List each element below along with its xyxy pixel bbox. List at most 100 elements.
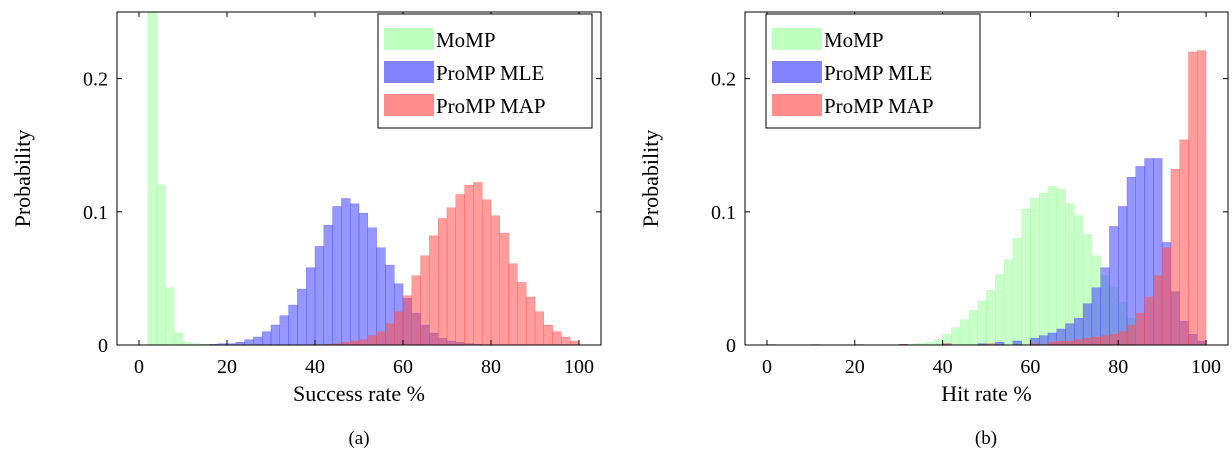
- x-tick-label: 0: [134, 356, 144, 378]
- bar-momp: [165, 287, 175, 345]
- bar-momp: [995, 274, 1005, 345]
- bar-momp: [959, 319, 970, 345]
- bar-promp-mle: [262, 331, 272, 345]
- bar-promp-map: [1074, 339, 1084, 345]
- bar-promp-mle: [1118, 206, 1128, 345]
- bar-promp-map: [1126, 324, 1136, 345]
- y-tick-label: 0.1: [83, 202, 108, 224]
- bar-promp-map: [1144, 296, 1154, 345]
- bar-promp-mle: [1100, 267, 1110, 345]
- bar-promp-map: [1161, 247, 1172, 345]
- bar-promp-mle: [279, 315, 289, 345]
- bar-momp: [147, 12, 157, 345]
- bar-promp-map: [1056, 340, 1066, 345]
- chart-b: 0 20 40 60 80 100 0 0.1 0.2 Hit rate % Probability…: [638, 11, 1229, 449]
- bar-promp-map: [358, 339, 369, 345]
- bar-promp-map: [394, 311, 404, 345]
- caption: (a): [348, 428, 369, 449]
- bar-promp-map: [402, 295, 413, 345]
- bar-promp-map: [534, 311, 545, 345]
- bar-promp-map: [420, 255, 430, 345]
- bar-promp-map: [455, 194, 465, 345]
- bar-promp-map: [526, 296, 536, 345]
- bar-promp-map: [1065, 340, 1075, 345]
- bar-promp-mle: [332, 206, 342, 345]
- legend-label-promp-map: ProMP MAP: [824, 94, 934, 118]
- x-tick-label: 20: [845, 356, 865, 378]
- x-tick-label: 40: [933, 356, 953, 378]
- bars: [766, 50, 1207, 345]
- bar-promp-mle: [297, 288, 307, 345]
- legend-label-momp: MoMP: [824, 28, 884, 52]
- bar-promp-map: [1100, 335, 1110, 345]
- x-axis-label: Success rate %: [293, 381, 425, 406]
- y-tick-label: 0.1: [711, 202, 736, 224]
- bar-promp-map: [376, 331, 386, 345]
- x-tick-label: 40: [305, 356, 325, 378]
- bar-momp: [1047, 186, 1057, 345]
- legend-label-promp-map: ProMP MAP: [436, 94, 546, 118]
- bar-promp-mle: [341, 198, 351, 345]
- chart-a: 0 20 40 60 80 100 0 0.1 0.2 Success rate % Probabi…: [10, 11, 602, 449]
- bar-momp: [1038, 192, 1049, 345]
- bar-momp: [1003, 259, 1014, 345]
- series-momp: [147, 12, 228, 345]
- bar-promp-mle: [376, 247, 386, 345]
- bar-promp-mle: [1126, 176, 1136, 345]
- legend-swatch-promp-mle: [384, 61, 434, 83]
- x-tick-label: 100: [564, 356, 594, 378]
- bar-momp: [1021, 208, 1031, 345]
- bar-promp-mle: [1091, 287, 1101, 345]
- y-tick-label: 0: [726, 335, 736, 357]
- bar-promp-map: [1091, 336, 1101, 345]
- bar-promp-map: [385, 323, 395, 345]
- legend-swatch-promp-map: [384, 94, 434, 116]
- legend-swatch-promp-mle: [772, 61, 822, 83]
- bar-promp-map: [561, 336, 571, 345]
- bar-promp-mle: [1109, 226, 1119, 345]
- bar-promp-map: [1153, 275, 1163, 345]
- caption: (b): [975, 428, 997, 449]
- legend-swatch-promp-map: [772, 94, 822, 116]
- bar-promp-map: [429, 235, 439, 345]
- bar-momp: [156, 184, 166, 345]
- legend-label-momp: MoMP: [436, 28, 496, 52]
- bar-promp-mle: [1012, 340, 1022, 345]
- legend: MoMP ProMP MLE ProMP MAP: [765, 13, 981, 129]
- bar-momp: [933, 339, 943, 345]
- bar-promp-mle: [358, 212, 369, 345]
- legend-label-promp-mle: ProMP MLE: [824, 61, 932, 85]
- bar-momp: [951, 327, 961, 345]
- bar-promp-map: [1109, 334, 1119, 345]
- bars: [147, 12, 580, 345]
- bar-momp: [1030, 198, 1040, 345]
- bar-promp-mle: [244, 339, 254, 345]
- x-tick-label: 100: [1191, 356, 1221, 378]
- bar-promp-map: [1188, 51, 1198, 345]
- bar-momp: [173, 332, 184, 345]
- legend-label-promp-mle: ProMP MLE: [436, 61, 544, 85]
- y-axis-label: Probability: [638, 130, 663, 228]
- bar-promp-map: [1118, 331, 1128, 345]
- bar-promp-map: [1170, 168, 1180, 345]
- bar-promp-map: [517, 282, 527, 345]
- y-tick-label: 0.2: [83, 69, 108, 91]
- bar-promp-map: [350, 340, 360, 345]
- bar-promp-map: [508, 263, 518, 345]
- series-promp-map: [314, 182, 580, 345]
- bar-promp-mle: [253, 336, 263, 345]
- bar-promp-mle: [314, 246, 325, 345]
- bar-promp-map: [543, 324, 553, 345]
- bar-promp-map: [482, 199, 492, 345]
- x-tick-label: 0: [762, 356, 772, 378]
- bar-promp-map: [446, 207, 457, 345]
- y-tick-label: 0: [98, 335, 108, 357]
- bar-promp-map: [464, 184, 474, 345]
- bar-promp-map: [552, 331, 562, 345]
- x-tick-label: 20: [217, 356, 237, 378]
- bar-momp: [968, 310, 978, 345]
- bar-momp: [986, 290, 996, 345]
- legend: MoMP ProMP MLE ProMP MAP: [377, 13, 593, 129]
- bar-promp-map: [1179, 139, 1189, 345]
